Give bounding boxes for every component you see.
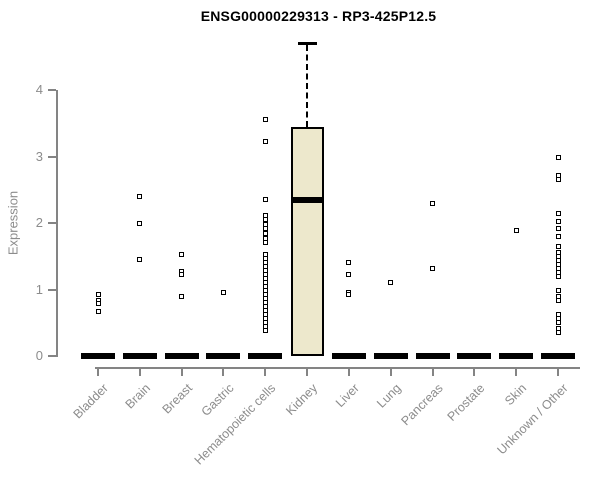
outlier-point <box>95 300 101 306</box>
boxplot-whisker <box>306 45 309 128</box>
x-axis-tick <box>347 367 350 376</box>
outlier-point <box>262 117 268 123</box>
outlier-point <box>262 240 268 246</box>
boxplot-zero-bar <box>415 353 450 359</box>
outlier-point <box>555 298 561 304</box>
outlier-point <box>262 235 268 241</box>
boxplot-whisker-cap <box>297 42 317 46</box>
y-tick-label: 4 <box>35 82 43 97</box>
outlier-point <box>346 271 352 277</box>
outlier-point <box>137 193 143 199</box>
boxplot-box <box>290 127 324 356</box>
outlier-point <box>430 200 436 206</box>
outlier-point <box>555 226 561 232</box>
outlier-point <box>555 288 561 294</box>
boxplot-zero-bar <box>206 353 241 359</box>
x-tick-label-hematopoietic-cells: Hematopoietic cells <box>191 381 279 468</box>
boxplot-zero-bar <box>248 353 283 359</box>
y-axis-tick <box>48 89 56 91</box>
x-tick-label-gastric: Gastric <box>198 381 237 419</box>
outlier-point <box>555 177 561 183</box>
outlier-point <box>220 289 226 295</box>
outlier-point <box>262 328 268 334</box>
x-tick-label-prostate: Prostate <box>444 381 488 424</box>
chart-title: ENSG00000229313 - RP3-425P12.5 <box>200 8 437 24</box>
boxplot-median <box>290 196 324 203</box>
x-tick-label-breast: Breast <box>159 381 195 417</box>
outlier-point <box>555 320 561 326</box>
x-axis-tick <box>138 367 141 376</box>
y-axis-tick <box>48 155 56 158</box>
outlier-point <box>137 221 143 227</box>
outlier-point <box>555 274 561 280</box>
outlier-point <box>262 212 268 218</box>
outlier-point <box>555 155 561 161</box>
x-axis-tick <box>515 367 518 376</box>
outlier-point <box>137 257 143 263</box>
y-axis-tick <box>48 355 56 357</box>
x-tick-label-bladder: Bladder <box>70 381 111 422</box>
y-tick-label: 2 <box>35 215 43 230</box>
x-tick-label-lung: Lung <box>374 381 404 411</box>
x-tick-label-liver: Liver <box>332 381 362 411</box>
x-axis-tick <box>431 367 434 376</box>
outlier-point <box>95 308 101 314</box>
boxplot-zero-bar <box>81 353 115 359</box>
y-tick-label: 0 <box>35 348 43 363</box>
outlier-point <box>555 244 561 250</box>
y-tick-label: 1 <box>35 281 43 297</box>
x-axis-tick <box>557 367 560 376</box>
x-axis-tick <box>180 367 183 376</box>
outlier-point <box>555 330 561 336</box>
outlier-point <box>388 279 394 285</box>
outlier-point <box>179 252 185 258</box>
x-axis-tick <box>222 367 225 376</box>
x-tick-label-pancreas: Pancreas <box>398 381 446 429</box>
outlier-point <box>262 231 268 237</box>
x-axis-tick <box>264 367 267 376</box>
y-axis-tick <box>48 222 56 224</box>
outlier-point <box>430 265 436 271</box>
outlier-point <box>346 292 352 298</box>
outlier-point <box>95 291 101 297</box>
outlier-point <box>513 228 519 234</box>
outlier-point <box>555 218 561 224</box>
outlier-point <box>262 221 268 227</box>
outlier-point <box>262 139 268 145</box>
outlier-point <box>555 257 561 263</box>
boxplot-zero-bar <box>164 353 199 359</box>
x-axis-tick <box>389 367 392 376</box>
outlier-point <box>346 259 352 265</box>
boxplot-zero-bar <box>499 353 534 359</box>
x-tick-label-skin: Skin <box>502 381 530 409</box>
outlier-point <box>179 272 185 278</box>
x-tick-label-kidney: Kidney <box>283 381 321 418</box>
boxplot-zero-bar <box>373 353 408 359</box>
boxplot-zero-bar <box>457 353 492 359</box>
x-axis-line <box>95 367 580 369</box>
outlier-point <box>262 226 268 232</box>
outlier-point <box>179 293 185 299</box>
boxplot-zero-bar <box>122 353 157 359</box>
x-axis-tick <box>473 367 476 376</box>
outlier-point <box>555 211 561 217</box>
x-tick-label-brain: Brain <box>122 381 153 412</box>
boxplot-zero-bar <box>331 353 366 359</box>
outlier-point <box>262 217 268 223</box>
y-tick-label: 3 <box>35 148 43 164</box>
outlier-point <box>262 196 268 202</box>
boxplot-zero-bar <box>541 353 576 359</box>
x-axis-tick <box>97 367 99 376</box>
y-axis-tick <box>48 288 56 291</box>
x-axis-tick <box>306 367 309 376</box>
outlier-point <box>555 233 561 239</box>
y-axis-line <box>56 90 58 357</box>
